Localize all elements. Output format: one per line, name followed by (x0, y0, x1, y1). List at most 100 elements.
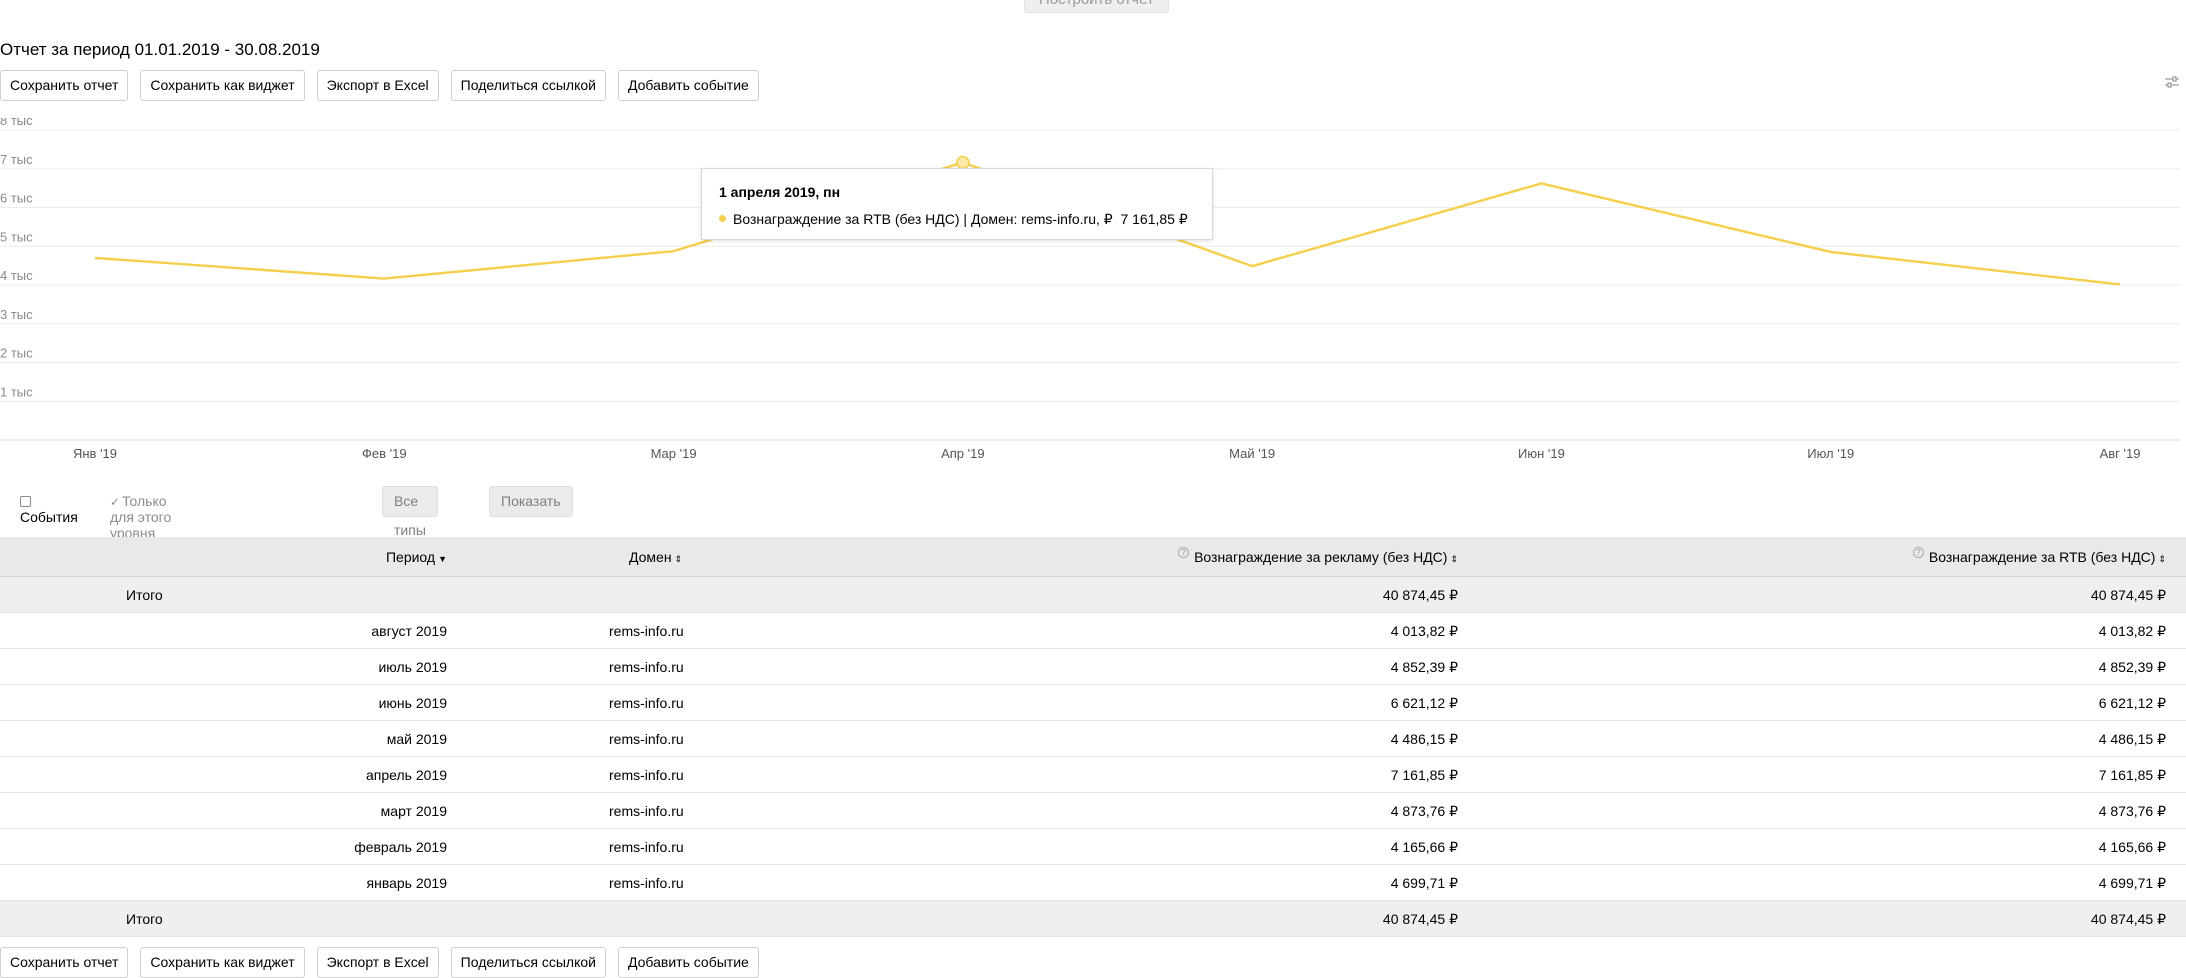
cell-rtb-reward: 4 699,71 ₽ (2098, 875, 2166, 891)
share-link-button[interactable]: Поделиться ссылкой (450, 947, 606, 978)
question-icon[interactable]: ? (1912, 547, 1924, 558)
y-tick-label: 1 тыс (0, 384, 33, 399)
cell-domain: rems-info.ru (609, 803, 684, 819)
table-total-row: Итого 40 874,45 ₽ 40 874,45 ₽ (0, 577, 2186, 613)
y-tick-label: 5 тыс (0, 229, 33, 244)
cell-ad-reward: 4 013,82 ₽ (1390, 623, 1458, 639)
show-button[interactable]: Показать (489, 486, 573, 517)
cell-rtb-reward: 7 161,85 ₽ (2098, 767, 2166, 783)
column-header-rtb-reward-label: Вознаграждение за RTB (без НДС) (1928, 549, 2156, 565)
cell-rtb-reward: 4 873,76 ₽ (2098, 803, 2166, 819)
cell-rtb-reward: 4 013,82 ₽ (2098, 623, 2166, 639)
cell-ad-reward: 4 486,15 ₽ (1390, 731, 1458, 747)
share-link-button[interactable]: Поделиться ссылкой (450, 70, 606, 101)
report-toolbar-bottom: Сохранить отчет Сохранить как виджет Экс… (0, 947, 759, 978)
save-widget-button[interactable]: Сохранить как виджет (140, 70, 305, 101)
cell-period: май 2019 (386, 731, 447, 747)
cell-period: февраль 2019 (354, 839, 447, 855)
event-types-value: Все типы (394, 493, 426, 538)
checkmark-icon[interactable]: ✓ (110, 495, 121, 509)
x-tick-label: Янв '19 (73, 446, 117, 461)
question-icon[interactable]: ? (1178, 547, 1190, 558)
export-excel-button[interactable]: Экспорт в Excel (316, 947, 439, 978)
x-tick-label: Апр '19 (941, 446, 985, 461)
total-rtb-reward: 40 874,45 ₽ (2090, 911, 2166, 927)
total-ad-reward: 40 874,45 ₽ (1382, 587, 1458, 603)
cell-domain: rems-info.ru (609, 875, 684, 891)
column-header-rtb-reward[interactable]: ? Вознаграждение за RTB (без НДС) ⇕ (1912, 537, 2166, 579)
event-types-select[interactable]: Все типы (382, 486, 438, 563)
chart-tooltip: 1 апреля 2019, пн Вознаграждение за RTB … (701, 168, 1213, 240)
column-header-domain[interactable]: Домен ⇕ (629, 537, 682, 579)
tooltip-series-label: Вознаграждение за RTB (без НДС) | Домен:… (733, 211, 1113, 227)
total-rtb-reward: 40 874,45 ₽ (2090, 587, 2166, 603)
table-row: январь 2019 rems-info.ru 4 699,71 ₽ 4 69… (0, 865, 2186, 901)
cell-period: апрель 2019 (366, 767, 447, 783)
events-checkbox[interactable]: События (20, 493, 78, 525)
cell-rtb-reward: 4 486,15 ₽ (2098, 731, 2166, 747)
events-label: События (20, 509, 78, 525)
cell-period: август 2019 (371, 623, 447, 639)
column-header-period[interactable]: Период ▼ (386, 537, 447, 579)
cell-rtb-reward: 4 165,66 ₽ (2098, 839, 2166, 855)
cell-period: июнь 2019 (378, 695, 447, 711)
tooltip-date: 1 апреля 2019, пн (719, 184, 841, 200)
save-report-button[interactable]: Сохранить отчет (0, 70, 129, 101)
report-title: Отчет за период 01.01.2019 - 30.08.2019 (0, 40, 320, 59)
table-row: апрель 2019 rems-info.ru 7 161,85 ₽ 7 16… (0, 757, 2186, 793)
x-tick-label: Авг '19 (2100, 446, 2141, 461)
cell-period: январь 2019 (366, 875, 448, 891)
save-report-button[interactable]: Сохранить отчет (0, 947, 129, 978)
cell-domain: rems-info.ru (609, 695, 684, 711)
table-row: май 2019 rems-info.ru 4 486,15 ₽ 4 486,1… (0, 721, 2186, 757)
add-event-button[interactable]: Добавить событие (618, 947, 759, 978)
table-row: июнь 2019 rems-info.ru 6 621,12 ₽ 6 621,… (0, 685, 2186, 721)
column-header-ad-reward[interactable]: ? Вознаграждение за рекламу (без НДС) ⇕ (1178, 537, 1458, 579)
sort-icon: ⇕ (1450, 554, 1458, 564)
table-row: август 2019 rems-info.ru 4 013,82 ₽ 4 01… (0, 613, 2186, 649)
save-widget-button[interactable]: Сохранить как виджет (140, 947, 305, 978)
table-row: июль 2019 rems-info.ru 4 852,39 ₽ 4 852,… (0, 649, 2186, 685)
sort-icon: ⇕ (2158, 554, 2166, 564)
triangle-down-icon: ▼ (438, 554, 447, 564)
cell-rtb-reward: 6 621,12 ₽ (2098, 695, 2166, 711)
cell-ad-reward: 4 852,39 ₽ (1390, 659, 1458, 675)
y-tick-label: 7 тыс (0, 152, 33, 167)
cell-rtb-reward: 4 852,39 ₽ (2098, 659, 2166, 675)
add-event-button[interactable]: Добавить событие (618, 70, 759, 101)
y-tick-label: 4 тыс (0, 268, 33, 283)
cell-ad-reward: 4 165,66 ₽ (1390, 839, 1458, 855)
cell-domain: rems-info.ru (609, 731, 684, 747)
tooltip-value: 7 161,85 ₽ (1120, 211, 1188, 227)
series-dot-icon (719, 215, 726, 222)
table-row: февраль 2019 rems-info.ru 4 165,66 ₽ 4 1… (0, 829, 2186, 865)
y-tick-label: 8 тыс (0, 118, 33, 128)
column-header-domain-label: Домен (629, 549, 672, 565)
cell-ad-reward: 4 699,71 ₽ (1390, 875, 1458, 891)
export-excel-button[interactable]: Экспорт в Excel (316, 70, 439, 101)
data-point (956, 155, 970, 170)
total-label: Итого (126, 587, 163, 603)
cell-period: июль 2019 (378, 659, 447, 675)
cell-ad-reward: 6 621,12 ₽ (1390, 695, 1458, 711)
table-header-row: Период ▼ Домен ⇕ ? Вознаграждение за реклам… (0, 537, 2186, 577)
cell-ad-reward: 7 161,85 ₽ (1390, 767, 1458, 783)
table-total-row: Итого 40 874,45 ₽ 40 874,45 ₽ (0, 901, 2186, 937)
column-header-ad-reward-label: Вознаграждение за рекламу (без НДС) (1194, 549, 1448, 565)
build-report-button[interactable]: Построить отчет (1024, 0, 1169, 13)
cell-period: март 2019 (380, 803, 447, 819)
x-tick-label: Июн '19 (1518, 446, 1565, 461)
chart-canvas: 1 тыс 2 тыс 3 тыс 4 тыс 5 тыс 6 тыс 7 тыс 8 тыс… (0, 118, 2180, 461)
x-tick-label: Июл '19 (1807, 446, 1854, 461)
y-tick-label: 2 тыс (0, 346, 33, 361)
stats-table: Период ▼ Домен ⇕ ? Вознаграждение за реклам… (0, 537, 2186, 937)
x-tick-label: Фев '19 (362, 446, 407, 461)
report-toolbar-top: Сохранить отчет Сохранить как виджет Экс… (0, 70, 759, 101)
cell-domain: rems-info.ru (609, 839, 684, 855)
cell-ad-reward: 4 873,76 ₽ (1390, 803, 1458, 819)
sliders-icon[interactable] (2164, 74, 2180, 90)
total-ad-reward: 40 874,45 ₽ (1382, 911, 1458, 927)
checkbox-icon[interactable] (20, 496, 31, 507)
column-header-period-label: Период (385, 549, 436, 565)
cell-domain: rems-info.ru (609, 623, 684, 639)
